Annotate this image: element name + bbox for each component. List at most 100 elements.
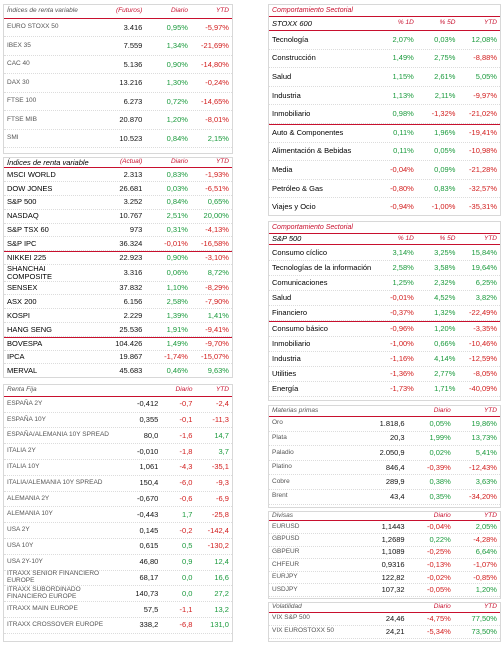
table-row: ALEMANIA 2Y -0,670 -0,6 -6,9 xyxy=(4,492,232,508)
header-cell: (Actual) xyxy=(119,158,143,166)
value-cell: 57,5 xyxy=(143,604,159,614)
header-cell: YTD xyxy=(215,7,229,15)
value-cell: -11,3 xyxy=(212,415,229,425)
row-label: Paladio xyxy=(272,448,294,456)
value-cell: 1,49% xyxy=(392,53,414,63)
table-row: ITALIA 10Y 1,061 -4,3 -35,1 xyxy=(4,460,232,476)
value-cell: -1,07% xyxy=(473,560,497,570)
value-cell: 1,061 xyxy=(139,462,159,472)
value-cell: 20,00% xyxy=(203,211,229,221)
value-cell: -1,36% xyxy=(390,369,414,379)
panel: Divisas Diario YTD EURUSD 1,1443 -0,04% 2,05% G… xyxy=(268,511,501,599)
value-cell: -12,59% xyxy=(469,353,497,363)
table-row: IPCA 19.867 -1,74% -15,07% xyxy=(4,351,232,365)
value-cell: -0,37% xyxy=(390,308,414,318)
row-label: USA 2Y-10Y xyxy=(7,557,43,565)
value-cell: 0,83% xyxy=(434,183,456,193)
table-row: Media -0,04% 0,09% -21,28% xyxy=(269,161,500,180)
value-cell: 0,11% xyxy=(393,128,414,138)
panel: Materias primas Diario YTD Oro 1.818,6 0,05% 1… xyxy=(268,405,501,508)
value-cell: 8,72% xyxy=(207,267,229,277)
value-cell: -0,1 xyxy=(179,415,193,425)
value-cell: 80,0 xyxy=(143,430,159,440)
value-cell: 2,61% xyxy=(434,71,456,81)
table-row: GBPUSD 1,2689 0,22% -4,28% xyxy=(269,534,500,547)
panel-title: Comportamiento Sectorial xyxy=(269,222,500,234)
value-cell: 20,3 xyxy=(389,433,405,443)
value-cell: 13,73% xyxy=(471,433,497,443)
header-cell: Renta Fija xyxy=(7,386,37,394)
table-row: BOVESPA 104.426 1,49% -9,70% xyxy=(4,336,232,351)
value-cell: 1,20% xyxy=(475,585,497,595)
row-label: Construcción xyxy=(272,53,316,63)
value-cell: 0,5 xyxy=(182,541,193,551)
value-cell: 1,96% xyxy=(434,128,456,138)
value-cell: -0,02% xyxy=(427,572,451,582)
value-cell: 12,08% xyxy=(471,34,497,44)
value-cell: 2,58% xyxy=(392,262,414,272)
table-row: MERVAL 45.683 0,46% 9,63% xyxy=(4,364,232,377)
table-row: ITALIA/ALEMANIA 10Y SPREAD 150,4 -6,0 -9,3 xyxy=(4,476,232,492)
value-cell: 37.832 xyxy=(119,283,143,293)
row-label: Financiero xyxy=(272,308,308,318)
value-cell: -0,01% xyxy=(164,238,188,248)
value-cell: 1,1089 xyxy=(381,547,405,557)
value-cell: 0,22% xyxy=(429,534,451,544)
value-cell: -1,32% xyxy=(431,109,456,119)
header-cell: S&P 500 xyxy=(272,234,302,244)
value-cell: -10,98% xyxy=(469,146,497,156)
value-cell: -14,65% xyxy=(201,96,229,106)
value-cell: 0,9316 xyxy=(381,560,405,570)
row-label: MERVAL xyxy=(7,365,38,375)
value-cell: 0,9 xyxy=(182,557,193,567)
table-row: Tecnología 2,07% 0,03% 12,08% xyxy=(269,31,500,50)
value-cell: -3,10% xyxy=(205,253,229,263)
row-label: EURUSD xyxy=(272,522,300,530)
table-row: DAX 30 13.216 1,30% -0,24% xyxy=(4,74,232,93)
value-cell: -0,39% xyxy=(427,462,451,472)
header-cell: Índices de renta variable xyxy=(7,7,78,15)
value-cell: -0,2 xyxy=(179,525,193,535)
value-cell: 9,63% xyxy=(207,365,229,375)
table-row: Auto & Componentes 0,11% 1,96% -19,41% xyxy=(269,123,500,143)
row-label: ESPAÑA 10Y xyxy=(7,415,46,423)
table-row: EURJPY 122,82 -0,02% -0,85% xyxy=(269,572,500,585)
panel-title: Comportamiento Sectorial xyxy=(269,5,500,17)
value-cell: 2,11% xyxy=(434,90,456,100)
value-cell: 338,2 xyxy=(139,620,159,630)
header-cell: Materias primas xyxy=(272,406,319,414)
value-cell: -142,4 xyxy=(207,525,229,535)
row-label: ITALIA 2Y xyxy=(7,447,36,455)
table-row: ITRAXX CROSSOVER EUROPE 338,2 -6,8 131,0 xyxy=(4,618,232,634)
value-cell: 0,90% xyxy=(166,59,188,69)
value-cell: -6,8 xyxy=(179,620,193,630)
value-cell: 3.416 xyxy=(123,22,143,32)
row-label: FTSE MIB xyxy=(7,115,37,123)
value-cell: -15,07% xyxy=(201,352,229,362)
table-row: Inmobiliario -1,00% 0,66% -10,46% xyxy=(269,337,500,352)
table-row: ITRAXX SENIOR FINANCIERO EUROPE 68,17 0,0 1… xyxy=(4,570,232,587)
value-cell: 3,58% xyxy=(434,262,456,272)
value-cell: -5,34% xyxy=(427,626,451,636)
header-cell: % 1D xyxy=(397,234,414,242)
value-cell: -0,25% xyxy=(427,547,451,557)
value-cell: -9,70% xyxy=(205,338,229,348)
value-cell: 0,03% xyxy=(434,34,456,44)
row-label: KOSPI xyxy=(7,310,30,320)
header-cell: % 1D xyxy=(397,19,414,27)
header-cell: Volatilidad xyxy=(272,602,302,610)
header-row: S&P 500 % 1D % 5D YTD xyxy=(269,234,500,246)
value-cell: 24,46 xyxy=(385,613,405,623)
value-cell: -1,6 xyxy=(179,430,193,440)
value-cell: 26.681 xyxy=(119,183,143,193)
table-row: SHANCHAI COMPOSITE 3.316 0,06% 8,72% xyxy=(4,265,232,282)
value-cell: -12,43% xyxy=(469,462,497,472)
value-cell: 1,10% xyxy=(166,283,188,293)
table-row: ESPAÑA/ALEMANIA 10Y SPREAD 80,0 -1,6 14,7 xyxy=(4,428,232,445)
row-label: Utilities xyxy=(272,369,297,379)
table-row: Energía -1,73% 1,71% -40,09% xyxy=(269,382,500,398)
row-label: VIX S&P 500 xyxy=(272,614,310,622)
table-row: Inmobiliario 0,98% -1,32% -21,02% xyxy=(269,105,500,124)
value-cell: 1,32% xyxy=(434,308,456,318)
value-cell: -0,443 xyxy=(137,509,159,519)
